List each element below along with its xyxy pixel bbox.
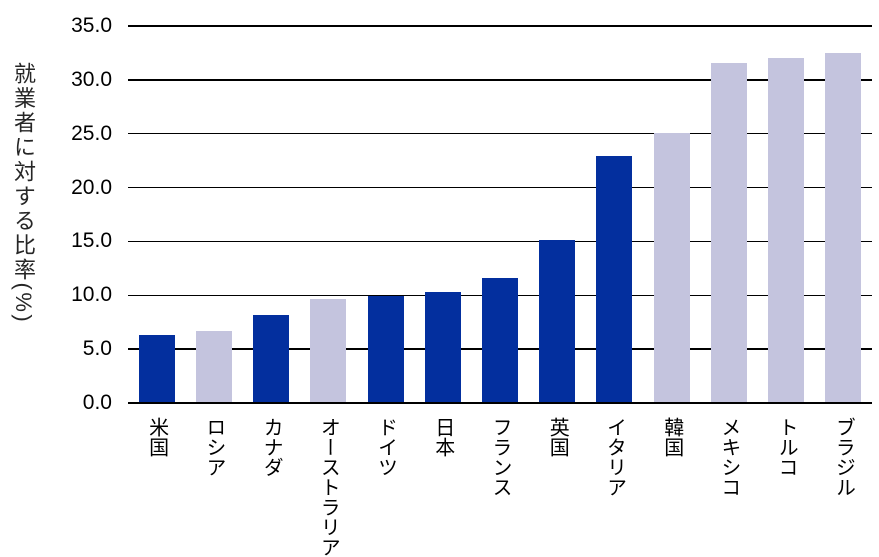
bar-russia [195, 330, 232, 403]
bar-canada [253, 314, 290, 403]
bar-korea [653, 132, 690, 403]
y-tick-label-20: 20.0 [71, 175, 112, 199]
bar-uk [539, 240, 576, 403]
y-tick-label-25: 25.0 [71, 121, 112, 145]
x-label-mexico: メキシコ [717, 417, 740, 497]
x-label-france: フランス [489, 417, 511, 497]
y-tick-label-15: 15.0 [71, 229, 112, 253]
y-tick-label-10: 10.0 [71, 283, 112, 307]
x-label-canada: カナダ [260, 417, 283, 477]
gridline-20 [128, 186, 872, 189]
y-axis-tick-labels: 0.0 5.0 10.0 15.0 20.0 25.0 30.0 35.0 [0, 0, 112, 557]
y-tick-label-35: 35.0 [71, 14, 112, 37]
y-tick-label-30: 30.0 [71, 67, 112, 91]
bar-france [482, 278, 518, 403]
gridline-25 [128, 133, 872, 135]
bar-italy [596, 156, 633, 403]
bar-japan [424, 292, 461, 403]
bar-usa [138, 335, 175, 403]
x-label-italy: イタリア [603, 417, 626, 497]
gridline-30 [128, 79, 872, 81]
bar-brazil [825, 52, 862, 403]
x-label-germany: ドイツ [374, 417, 397, 477]
bar-mexico [710, 62, 747, 403]
x-label-japan: 日本 [431, 417, 454, 457]
x-label-uk: 英国 [546, 417, 569, 457]
x-label-turkey: トルコ [775, 417, 798, 477]
y-tick-label-5: 5.0 [82, 337, 112, 361]
x-label-australia: オーストラリア [317, 417, 340, 557]
bar-germany [367, 296, 404, 403]
x-axis-line [128, 402, 872, 404]
x-label-korea: 韓国 [660, 417, 683, 457]
gridline-35 [128, 25, 872, 27]
gridline-15 [128, 240, 872, 243]
plot-area [128, 25, 872, 404]
x-label-usa: 米国 [145, 417, 168, 457]
x-label-russia: ロシア [202, 417, 225, 477]
bar-australia [310, 298, 347, 403]
y-tick-label-0: 0.0 [82, 391, 112, 414]
bar-turkey [768, 58, 805, 403]
y-axis-title: 就業者に対する比率(%) [11, 62, 36, 325]
x-label-brazil: ブラジル [832, 417, 855, 497]
